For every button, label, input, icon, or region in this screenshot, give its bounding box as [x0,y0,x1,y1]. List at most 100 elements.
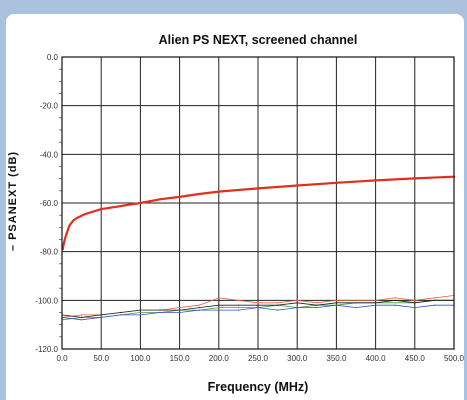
data-point [394,302,396,304]
data-point [375,302,377,304]
data-point [198,304,200,306]
x-tick-label: 100.0 [130,354,151,363]
data-point [64,237,67,240]
data-point [179,311,181,314]
data-point [296,299,298,301]
data-point [81,316,83,318]
x-tick-label: 0.0 [56,354,68,363]
data-point [257,302,259,304]
data-point [76,216,79,219]
data-point [335,302,337,304]
y-tick-label: -120.0 [35,345,58,354]
data-point [178,195,181,198]
data-point [316,304,318,306]
data-point [316,302,318,304]
data-point [179,309,181,311]
chart-panel [6,14,464,400]
data-point [316,307,318,309]
data-point [72,218,75,222]
data-point [198,309,200,311]
data-point [375,304,377,306]
data-point [67,227,70,230]
data-point [277,309,279,311]
data-point [355,299,357,301]
data-point [296,184,299,187]
data-point [237,304,239,306]
x-tick-label: 150.0 [170,354,191,363]
data-point [394,297,396,299]
data-point [237,309,239,311]
data-point [123,204,126,207]
data-point [218,309,220,311]
data-point [107,206,111,209]
data-point [375,299,377,301]
data-point [159,311,161,314]
x-tick-label: 300.0 [287,354,308,363]
x-tick-label: 450.0 [405,354,426,363]
data-point [218,297,220,299]
data-point [198,307,200,309]
data-point [433,299,435,301]
data-point [355,307,357,309]
x-tick-label: 350.0 [326,354,347,363]
x-tick-label: 500.0 [444,354,465,363]
data-point [218,307,220,309]
data-point [414,307,416,309]
data-point [139,201,142,205]
data-point [256,187,260,190]
y-tick-label: -40.0 [40,150,59,159]
tick-labels: 0.0-20.0-40.0-60.0-80.0-100.0-120.00.0 50… [35,53,464,363]
data-point [237,307,239,309]
axes [59,56,455,350]
data-point [139,309,141,311]
data-point [198,192,201,196]
series-group [61,175,456,321]
data-point [100,208,103,211]
data-point [296,307,298,309]
data-point [414,299,416,301]
y-axis-label: – PSANEXT (dB) [7,151,19,251]
chart-title: Alien PS NEXT, screened channel [159,33,358,47]
data-point [394,304,396,306]
data-point [139,314,141,316]
data-point [158,198,162,201]
y-tick-label: 0.0 [47,53,59,62]
data-point [179,307,181,309]
data-point [257,307,259,309]
data-point [414,302,416,304]
data-point [237,299,239,301]
data-point [277,302,279,304]
data-point [355,302,357,304]
x-axis-label: Frequency (MHz) [208,380,309,394]
data-point [335,299,337,301]
data-point [159,309,161,311]
data-point [120,311,122,314]
y-tick-label: -80.0 [40,248,59,257]
data-point [92,210,95,213]
x-tick-label: 200.0 [209,354,230,363]
data-point [68,223,71,226]
x-tick-label: 400.0 [366,354,387,363]
data-point [81,314,83,316]
data-point [433,304,435,306]
data-point [433,297,435,299]
data-point [100,316,102,318]
plot-area-border [61,56,455,350]
data-point [100,314,102,316]
data-point [120,314,122,316]
data-point [413,177,416,180]
data-point [218,304,220,306]
data-point [335,181,338,184]
data-point [84,212,87,215]
data-point [394,299,396,301]
data-point [374,179,377,182]
data-point [139,311,141,314]
data-point [217,190,220,193]
y-tick-label: -20.0 [40,102,59,111]
data-point [335,304,337,306]
data-point [81,319,83,321]
data-point [62,243,65,246]
y-tick-label: -60.0 [40,199,59,208]
